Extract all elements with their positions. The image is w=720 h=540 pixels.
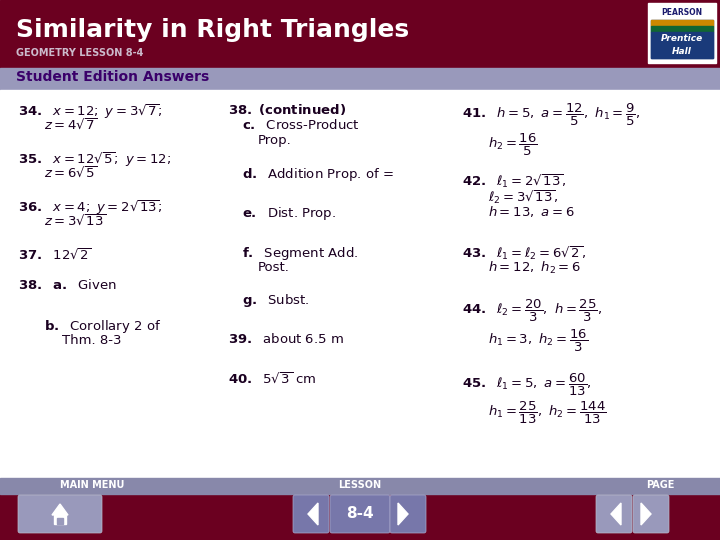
Text: LESSON: LESSON (338, 480, 382, 490)
Text: $\mathbf{40.}$  $5\sqrt{3}$ cm: $\mathbf{40.}$ $5\sqrt{3}$ cm (228, 372, 316, 387)
Text: $\mathbf{39.}$  about 6.5 m: $\mathbf{39.}$ about 6.5 m (228, 332, 344, 346)
Text: Prentice: Prentice (661, 34, 703, 43)
Text: Post.: Post. (258, 261, 290, 274)
Polygon shape (611, 503, 621, 525)
Text: $\mathbf{d.}$  Addition Prop. of =: $\mathbf{d.}$ Addition Prop. of = (242, 166, 394, 183)
Text: $\ell_2 = 3\sqrt{13},$: $\ell_2 = 3\sqrt{13},$ (488, 188, 558, 206)
Polygon shape (52, 504, 68, 515)
Text: $\mathbf{b.}$  Corollary 2 of: $\mathbf{b.}$ Corollary 2 of (44, 318, 161, 335)
Bar (0, 68, 720, 90)
Text: $\mathbf{44.}$  $\ell_2 = \dfrac{20}{3},\ h = \dfrac{25}{3},$: $\mathbf{44.}$ $\ell_2 = \dfrac{20}{3},\… (462, 298, 602, 324)
Text: $z = 3\sqrt{13}$: $z = 3\sqrt{13}$ (44, 214, 107, 229)
Polygon shape (57, 518, 63, 524)
Text: $\mathbf{38.\ (continued)}$: $\mathbf{38.\ (continued)}$ (228, 102, 346, 117)
Bar (0, 90, 720, 478)
Text: $z = 6\sqrt{5}$: $z = 6\sqrt{5}$ (44, 166, 98, 181)
Text: $\mathbf{f.}$  Segment Add.: $\mathbf{f.}$ Segment Add. (242, 245, 359, 262)
Bar (651, 20, 713, 58)
Text: $z = 4\sqrt{7}$: $z = 4\sqrt{7}$ (44, 118, 98, 133)
Bar (0, 0, 720, 68)
Polygon shape (398, 503, 408, 525)
Text: Student Edition Answers: Student Edition Answers (16, 70, 210, 84)
Bar (0, 478, 720, 494)
Bar (648, 3, 716, 63)
Bar (0, 494, 720, 540)
Text: $h_1 = 3,\ h_2 = \dfrac{16}{3}$: $h_1 = 3,\ h_2 = \dfrac{16}{3}$ (488, 328, 588, 354)
FancyBboxPatch shape (293, 495, 329, 533)
Polygon shape (54, 515, 66, 524)
Polygon shape (308, 503, 318, 525)
Text: $h = 12,\ h_2 = 6$: $h = 12,\ h_2 = 6$ (488, 260, 581, 276)
Text: $\mathbf{43.}$  $\ell_1 = \ell_2 = 6\sqrt{2},$: $\mathbf{43.}$ $\ell_1 = \ell_2 = 6\sqrt… (462, 244, 586, 262)
FancyBboxPatch shape (330, 495, 390, 533)
Text: $\mathbf{37.}\ \ 12\sqrt{2}$: $\mathbf{37.}\ \ 12\sqrt{2}$ (18, 248, 91, 263)
Text: $\mathbf{36.}\ \ x = 4;\ y = 2\sqrt{13};$: $\mathbf{36.}\ \ x = 4;\ y = 2\sqrt{13};… (18, 198, 163, 217)
Bar (651, 20, 713, 26)
Text: $\mathbf{41.}$  $h = 5,\ a = \dfrac{12}{5},\ h_1 = \dfrac{9}{5},$: $\mathbf{41.}$ $h = 5,\ a = \dfrac{12}{5… (462, 102, 641, 128)
Text: 8-4: 8-4 (346, 507, 374, 522)
Bar (651, 32, 713, 58)
FancyBboxPatch shape (633, 495, 669, 533)
Text: PEARSON: PEARSON (662, 8, 703, 17)
Text: $\mathbf{42.}$  $\ell_1 = 2\sqrt{13},$: $\mathbf{42.}$ $\ell_1 = 2\sqrt{13},$ (462, 172, 567, 190)
Text: Hall: Hall (672, 47, 692, 56)
Text: $\mathbf{35.}\ \ x = 12\sqrt{5};\ y = 12;$: $\mathbf{35.}\ \ x = 12\sqrt{5};\ y = 12… (18, 150, 171, 169)
Text: $\mathbf{45.}$  $\ell_1 = 5,\ a = \dfrac{60}{13},$: $\mathbf{45.}$ $\ell_1 = 5,\ a = \dfrac{… (462, 372, 592, 398)
Text: PAGE: PAGE (646, 480, 674, 490)
Text: $h_1 = \dfrac{25}{13},\ h_2 = \dfrac{144}{13}$: $h_1 = \dfrac{25}{13},\ h_2 = \dfrac{144… (488, 400, 607, 426)
Polygon shape (641, 503, 651, 525)
Text: Prop.: Prop. (258, 134, 292, 147)
Text: GEOMETRY LESSON 8-4: GEOMETRY LESSON 8-4 (16, 48, 143, 58)
Text: Thm. 8-3: Thm. 8-3 (62, 334, 122, 347)
Text: Similarity in Right Triangles: Similarity in Right Triangles (16, 18, 409, 42)
FancyBboxPatch shape (390, 495, 426, 533)
Text: $\mathbf{38.\ \ a.}$  Given: $\mathbf{38.\ \ a.}$ Given (18, 278, 117, 292)
Text: $h = 13,\ a = 6$: $h = 13,\ a = 6$ (488, 204, 575, 219)
Text: $\mathbf{34.}\ \ x = 12;\ y = 3\sqrt{7};$: $\mathbf{34.}\ \ x = 12;\ y = 3\sqrt{7};… (18, 102, 163, 121)
Text: $\mathbf{e.}$  Dist. Prop.: $\mathbf{e.}$ Dist. Prop. (242, 205, 336, 222)
Text: MAIN MENU: MAIN MENU (60, 480, 125, 490)
Text: $\mathbf{c.}$  Cross-Product: $\mathbf{c.}$ Cross-Product (242, 118, 360, 132)
Text: $h_2 = \dfrac{16}{5}$: $h_2 = \dfrac{16}{5}$ (488, 132, 538, 158)
FancyBboxPatch shape (596, 495, 632, 533)
Text: $\mathbf{g.}$  Subst.: $\mathbf{g.}$ Subst. (242, 292, 310, 309)
FancyBboxPatch shape (18, 495, 102, 533)
Bar (651, 26, 713, 32)
